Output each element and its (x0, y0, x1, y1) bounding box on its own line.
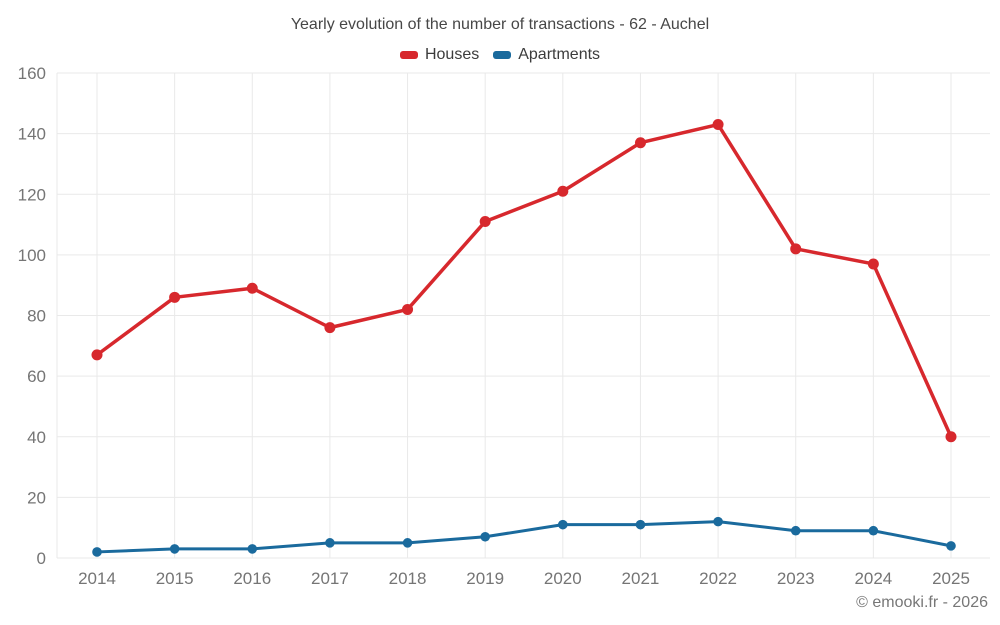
houses-line (95, 122, 953, 439)
x-axis-tick-label: 2019 (466, 569, 504, 588)
houses-data-point (634, 137, 646, 149)
houses-data-point (867, 258, 879, 270)
x-axis-tick-label: 2018 (389, 569, 427, 588)
legend-label-houses: Houses (424, 46, 480, 63)
x-axis-tick-label: 2020 (544, 569, 582, 588)
x-axis-tick-label: 2024 (854, 569, 892, 588)
houses-data-point (790, 243, 802, 255)
apartments-data-point (325, 538, 335, 548)
houses-data-point (479, 216, 491, 228)
houses-data-point (91, 349, 103, 361)
y-axis-tick-label: 60 (27, 367, 46, 386)
houses-data-point (402, 303, 414, 315)
apartments-data-point (402, 538, 413, 548)
houses-data-point (246, 282, 258, 294)
apartments-data-point (635, 519, 646, 530)
y-axis-tick-label: 140 (18, 125, 46, 144)
x-axis-tick-label: 2025 (932, 569, 970, 588)
x-axis-tick-label: 2016 (233, 569, 271, 588)
legend-label-apartments: Apartments (518, 46, 601, 63)
apartments-line (95, 520, 953, 554)
y-axis-tick-label: 40 (27, 428, 46, 447)
chart-title: Yearly evolution of the number of transa… (290, 16, 710, 33)
apartments-data-point (169, 544, 180, 554)
houses-data-point (324, 322, 336, 334)
x-axis-tick-label: 2021 (622, 569, 660, 588)
y-axis-tick-label: 0 (37, 549, 46, 568)
y-axis-tick-label: 20 (27, 488, 46, 507)
apartments-data-point (480, 531, 490, 542)
apartments-legend-marker-icon (493, 51, 512, 59)
apartments-data-point (713, 516, 723, 527)
houses-data-point (169, 291, 181, 303)
x-axis-tick-label: 2017 (311, 569, 349, 588)
houses-legend-marker-icon (399, 51, 418, 59)
y-axis-tick-label: 120 (18, 185, 46, 204)
apartments-data-point (946, 541, 956, 551)
x-axis-tick-label: 2015 (156, 569, 194, 588)
apartments-data-point (868, 525, 879, 536)
apartments-data-point (247, 544, 258, 554)
x-axis-tick-label: 2022 (699, 569, 737, 588)
y-axis-tick-label: 80 (27, 307, 46, 326)
x-axis-tick-label: 2014 (78, 569, 116, 588)
houses-data-point (712, 119, 724, 131)
legend-item-apartments[interactable]: Apartments (493, 46, 600, 64)
legend-item-houses[interactable]: Houses (399, 46, 480, 64)
houses-data-point (557, 185, 569, 197)
apartments-data-point (558, 519, 568, 530)
apartments-data-point (92, 547, 102, 557)
chart-legend: Houses Apartments (0, 46, 1000, 64)
copyright-text: © emooki.fr - 2026 (856, 594, 988, 611)
y-axis-tick-label: 100 (18, 246, 46, 265)
apartments-data-point (790, 525, 801, 536)
y-axis-tick-label: 160 (18, 64, 46, 83)
houses-data-point (945, 431, 957, 443)
x-axis-tick-label: 2023 (777, 569, 815, 588)
